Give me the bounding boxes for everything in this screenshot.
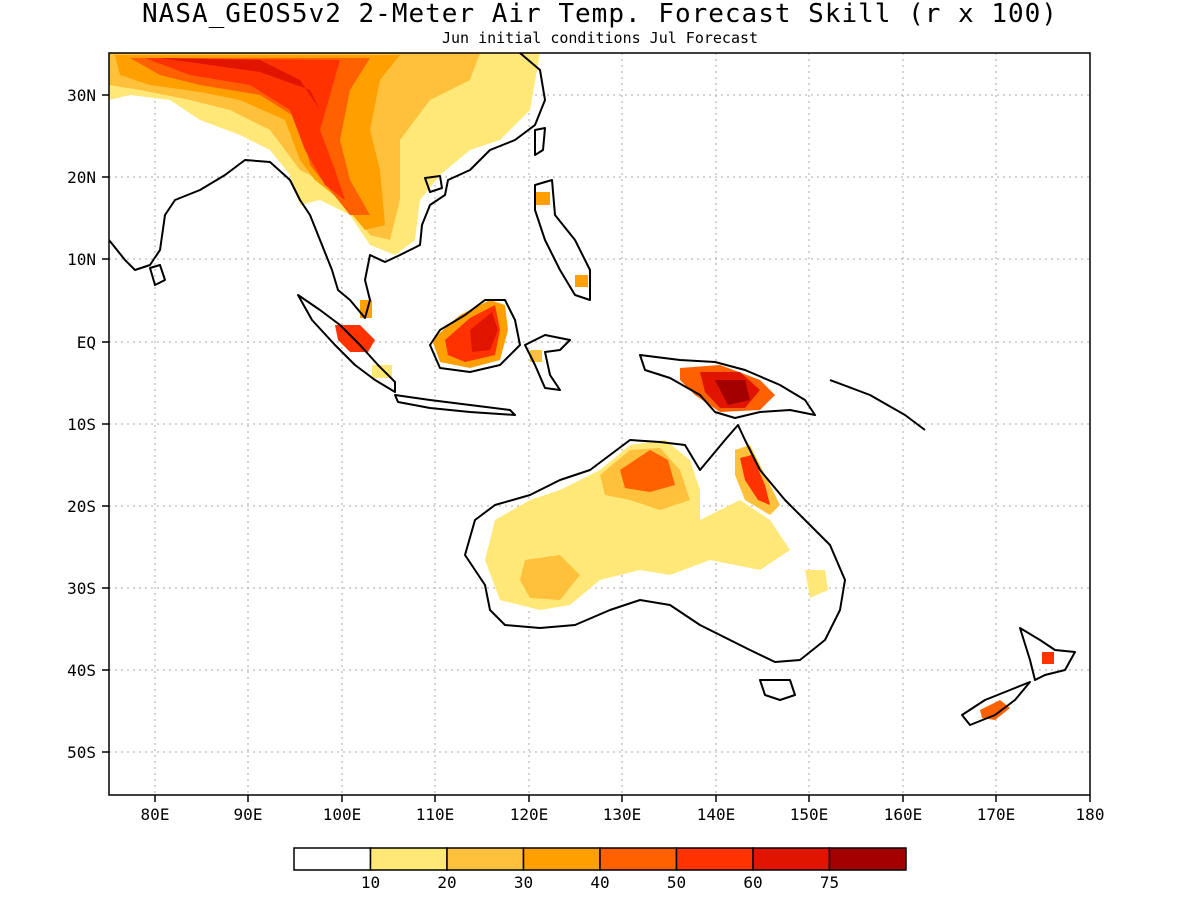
colorbar-label: 30	[514, 873, 533, 892]
skill-region-nz-north	[1042, 652, 1054, 664]
skill-region-philippines	[536, 192, 550, 205]
colorbar-label: 40	[590, 873, 609, 892]
skill-region-australia-east	[805, 570, 828, 598]
tasmania-coastline	[759, 679, 796, 701]
y-tick-label: 10N	[67, 250, 96, 269]
solomons-coastline	[829, 379, 926, 431]
nz-north-coastline	[1019, 627, 1076, 681]
colorbar-swatch	[675, 847, 754, 871]
y-tick-label: EQ	[77, 333, 96, 352]
borneo-coastline	[429, 299, 521, 373]
gridlines	[109, 53, 1090, 795]
map-title: NASA_GEOS5v2 2-Meter Air Temp. Forecast …	[142, 0, 1058, 29]
colorbar-swatch	[293, 847, 372, 871]
colorbar-label: 10	[361, 873, 380, 892]
colorbar-swatch	[599, 847, 678, 871]
y-tick-label: 40S	[67, 661, 96, 680]
skill-region-sumatra	[335, 325, 375, 352]
skill-region-asia-50	[145, 58, 345, 200]
x-tick-label: 160E	[884, 805, 923, 824]
new-guinea-coastline	[639, 354, 816, 419]
colorbar-swatch	[752, 847, 831, 871]
australia-coastline	[464, 424, 846, 663]
colorbar-swatch	[522, 847, 601, 871]
skill-region-australia-20b	[520, 555, 580, 600]
x-tick-label: 180	[1076, 805, 1105, 824]
x-tick-label: 150E	[790, 805, 829, 824]
y-tick-label: 20S	[67, 497, 96, 516]
y-axis-labels: 30N 20N 10N EQ 10S 20S 30S 40S 50S	[67, 86, 96, 762]
y-tick-label: 50S	[67, 743, 96, 762]
y-tick-label: 30N	[67, 86, 96, 105]
x-tick-label: 90E	[234, 805, 263, 824]
taiwan-coastline	[534, 127, 546, 156]
asia-coastline	[109, 53, 546, 319]
java-coastline	[394, 394, 516, 416]
map-subtitle: Jun initial conditions Jul Forecast	[441, 29, 759, 47]
skill-region-asia-60	[160, 58, 320, 110]
colorbar	[293, 847, 907, 871]
sumatra-coastline	[297, 294, 396, 393]
colorbar-label: 20	[437, 873, 456, 892]
colorbar-swatch	[828, 847, 907, 871]
y-tick-label: 10S	[67, 415, 96, 434]
x-axis-labels: 80E 90E 100E 110E 120E 130E 140E 150E 16…	[141, 805, 1105, 824]
hainan-coastline	[424, 175, 443, 193]
skill-region-new-guinea-75	[715, 380, 750, 405]
x-tick-label: 100E	[323, 805, 362, 824]
colorbar-label: 50	[667, 873, 686, 892]
skill-region-nz-south	[980, 700, 1010, 720]
skill-region-mindanao	[575, 275, 588, 287]
colorbar-swatch	[446, 847, 525, 871]
skill-region-australia-40	[620, 450, 675, 492]
philippines-coastline	[534, 179, 591, 301]
colorbar-swatch	[369, 847, 448, 871]
x-tick-label: 110E	[416, 805, 455, 824]
x-tick-label: 120E	[510, 805, 549, 824]
skill-shading	[109, 53, 1054, 720]
nz-south-coastline	[961, 681, 1031, 726]
colorbar-label: 75	[820, 873, 839, 892]
x-tick-label: 80E	[141, 805, 170, 824]
sri-lanka-coastline	[149, 264, 166, 286]
x-tick-label: 140E	[697, 805, 736, 824]
tick-marks	[102, 94, 1091, 802]
colorbar-label: 60	[743, 873, 762, 892]
plot-frame	[108, 52, 1091, 796]
y-tick-label: 20N	[67, 168, 96, 187]
skill-region-asia-20	[109, 53, 480, 240]
skill-region-borneo-75	[470, 312, 498, 352]
coastlines	[109, 53, 1076, 726]
colorbar-labels: 10 20 30 40 50 60 75	[361, 873, 839, 892]
x-tick-label: 170E	[977, 805, 1016, 824]
sulawesi-coastline	[524, 334, 571, 391]
y-tick-label: 30S	[67, 579, 96, 598]
skill-region-queensland-50	[740, 455, 770, 505]
x-tick-label: 130E	[603, 805, 642, 824]
